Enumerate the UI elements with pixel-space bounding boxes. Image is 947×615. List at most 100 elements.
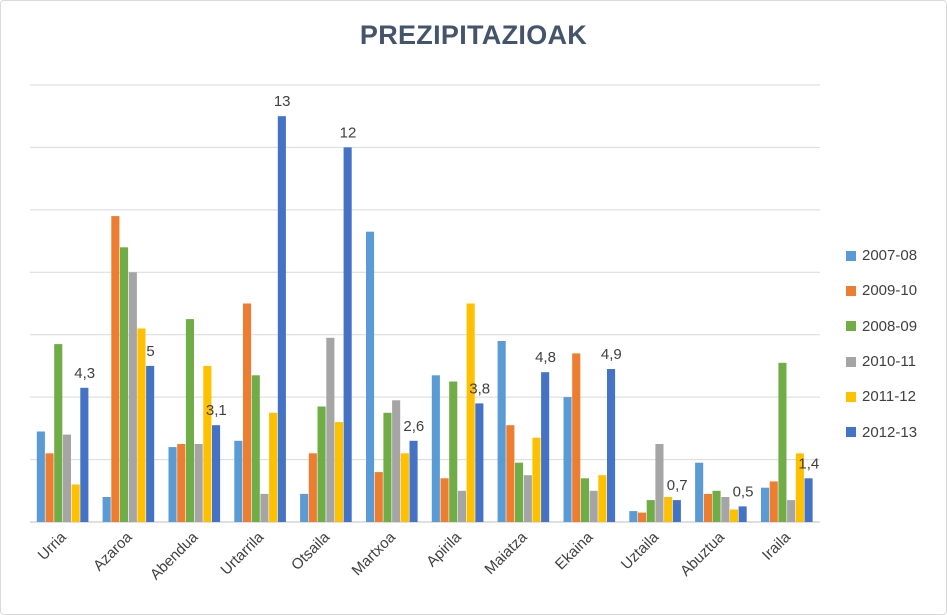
legend-swatch	[846, 250, 856, 261]
bar-2012-13-Iraila	[804, 478, 813, 522]
bar-2011-12-Azaroa	[137, 328, 146, 522]
bar-2012-13-Urria	[80, 387, 89, 522]
bar-2007-08-Iraila	[761, 487, 770, 522]
legend-label: 2008-09	[862, 317, 918, 335]
legend-swatch	[846, 356, 856, 367]
bar-2007-08-Otsaila	[300, 493, 309, 522]
legend-item-2008-09: 2008-09	[846, 309, 917, 344]
category-label-Apirila: Apirila	[423, 528, 465, 570]
legend-label: 2009-10	[862, 282, 918, 300]
bar-2010-11-Uztaila	[655, 444, 664, 522]
data-label-Martxoa: 2,6	[403, 418, 424, 435]
bar-2010-11-Urtarrila	[260, 493, 269, 522]
bar-2009-10-Azaroa	[111, 216, 120, 522]
legend-item-2012-13: 2012-13	[846, 414, 917, 449]
bar-2008-09-Abendua	[185, 319, 194, 522]
bar-2009-10-Maiatza	[506, 425, 515, 522]
bar-2010-11-Urria	[62, 434, 71, 522]
bar-2009-10-Ekaina	[572, 353, 581, 522]
data-label-Abuztua: 0,5	[733, 483, 754, 500]
bar-2011-12-Abendua	[203, 365, 212, 522]
bar-2008-09-Maiatza	[515, 462, 524, 522]
bar-2011-12-Maiatza	[532, 437, 541, 522]
category-label-Abendua: Abendua	[147, 528, 202, 583]
legend-label: 2010-11	[862, 353, 916, 371]
data-label-Uztaila: 0,7	[667, 477, 688, 494]
bar-2010-11-Azaroa	[128, 272, 137, 522]
category-label-Abuztua: Abuztua	[677, 528, 728, 579]
legend-swatch	[846, 427, 856, 438]
category-label-Uztaila: Uztaila	[618, 528, 663, 573]
bar-2010-11-Abuztua	[721, 497, 730, 522]
bar-2009-10-Urria	[45, 453, 54, 522]
bar-2011-12-Urtarrila	[269, 412, 278, 523]
bar-2007-08-Urtarrila	[234, 440, 243, 522]
bars	[36, 116, 813, 523]
bar-2008-09-Ekaina	[580, 478, 589, 522]
bar-2012-13-Urtarrila	[277, 116, 286, 522]
bar-2007-08-Abendua	[168, 447, 177, 522]
legend-label: 2007-08	[862, 247, 918, 265]
bar-2008-09-Abuztua	[712, 490, 721, 522]
bar-2012-13-Maiatza	[541, 372, 550, 522]
bar-2009-10-Urtarrila	[243, 303, 252, 522]
legend-swatch	[846, 391, 856, 402]
data-label-Ekaina: 4,9	[601, 346, 622, 363]
data-label-Urria: 4,3	[74, 365, 95, 382]
bar-2008-09-Urria	[54, 344, 63, 522]
bar-2009-10-Abendua	[177, 444, 186, 522]
category-label-Urria: Urria	[35, 528, 70, 563]
bar-2011-12-Uztaila	[664, 497, 673, 522]
category-label-Ekaina: Ekaina	[552, 528, 597, 573]
gridlines	[30, 84, 820, 523]
bar-2009-10-Otsaila	[308, 453, 317, 522]
legend-label: 2012-13	[862, 423, 918, 441]
category-label-Otsaila: Otsaila	[288, 528, 333, 573]
bar-2007-08-Maiatza	[497, 341, 506, 522]
bar-2012-13-Otsaila	[343, 147, 352, 522]
category-label-Iraila: Iraila	[759, 528, 794, 563]
category-label-Azaroa: Azaroa	[90, 528, 136, 574]
bar-2010-11-Iraila	[787, 500, 796, 522]
category-labels: Urria Azaroa Abendua Urtarrila Otsaila Martxo…	[35, 528, 795, 583]
legend-swatch	[846, 321, 856, 332]
legend-swatch	[846, 285, 856, 296]
bar-2012-13-Abendua	[212, 425, 221, 522]
bar-2010-11-Abendua	[194, 444, 203, 522]
bar-2010-11-Apirila	[457, 490, 466, 522]
data-label-Azaroa: 5	[146, 343, 154, 360]
bar-2007-08-Urria	[36, 431, 45, 522]
bar-2007-08-Abuztua	[695, 462, 704, 522]
bar-2007-08-Ekaina	[563, 397, 572, 522]
bar-2009-10-Uztaila	[638, 512, 647, 522]
bar-2009-10-Abuztua	[703, 493, 712, 522]
bar-2009-10-Apirila	[440, 478, 449, 522]
legend-label: 2011-12	[862, 388, 916, 406]
data-label-Urtarrila: 13	[274, 93, 291, 110]
bar-2007-08-Martxoa	[366, 231, 375, 522]
bar-2010-11-Maiatza	[523, 475, 532, 522]
bar-2008-09-Martxoa	[383, 412, 392, 523]
bar-2011-12-Martxoa	[400, 453, 409, 522]
bar-2008-09-Iraila	[778, 362, 787, 522]
legend-item-2009-10: 2009-10	[846, 273, 917, 308]
legend-item-2011-12: 2011-12	[846, 379, 917, 414]
bar-2008-09-Urtarrila	[251, 375, 260, 522]
bar-2012-13-Abuztua	[738, 506, 747, 522]
bar-2009-10-Iraila	[769, 481, 778, 522]
bar-2011-12-Apirila	[466, 303, 475, 522]
bar-2008-09-Otsaila	[317, 406, 326, 522]
bar-2011-12-Ekaina	[598, 475, 607, 522]
bar-2008-09-Azaroa	[120, 247, 129, 523]
bar-2008-09-Uztaila	[646, 500, 655, 522]
category-label-Urtarrila: Urtarrila	[217, 528, 267, 578]
bar-2010-11-Otsaila	[326, 337, 335, 522]
bar-2007-08-Uztaila	[629, 511, 638, 522]
bar-2012-13-Apirila	[475, 403, 484, 522]
data-label-Otsaila: 12	[340, 124, 357, 141]
bar-2009-10-Martxoa	[374, 472, 383, 522]
legend: 2007-08 2009-10 2008-09 2010-11 2011-12 2012-…	[846, 238, 917, 450]
bar-2012-13-Ekaina	[607, 369, 616, 522]
legend-item-2010-11: 2010-11	[846, 344, 917, 379]
